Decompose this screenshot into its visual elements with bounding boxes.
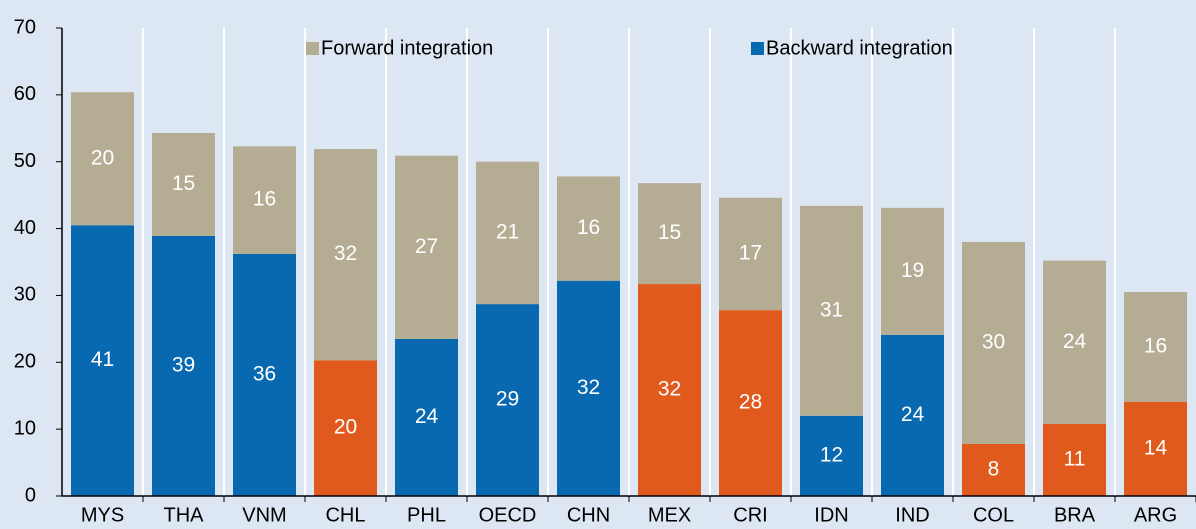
value-label: 39 <box>172 354 195 377</box>
y-tick-label: 50 <box>14 150 36 172</box>
bar-segment <box>557 280 620 496</box>
value-label: 12 <box>820 443 843 466</box>
legend-swatch <box>306 42 319 55</box>
value-label: 8 <box>988 457 1000 480</box>
bar-segment <box>233 253 296 496</box>
bar-segment <box>962 241 1025 444</box>
value-label: 19 <box>901 259 924 282</box>
x-tick-label: MYS <box>81 504 124 526</box>
value-label: 21 <box>496 220 519 243</box>
bar-segment <box>1043 260 1106 424</box>
x-tick-label: CRI <box>733 504 767 526</box>
bar-segment <box>557 176 620 281</box>
value-label: 36 <box>253 363 276 386</box>
x-tick-label: THA <box>164 504 205 526</box>
value-label: 30 <box>982 330 1005 353</box>
bar-segment <box>1124 292 1187 402</box>
bar-segment <box>881 334 944 496</box>
value-label: 16 <box>1144 334 1167 357</box>
value-label: 16 <box>577 216 600 239</box>
value-label: 24 <box>415 405 439 428</box>
bar-segment <box>476 304 539 496</box>
bar-segment <box>233 146 296 254</box>
legend-label: Forward integration <box>321 37 493 59</box>
bar-segment <box>152 235 215 496</box>
value-label: 31 <box>820 298 843 321</box>
value-label: 32 <box>658 378 681 401</box>
y-tick-label: 70 <box>14 16 36 38</box>
value-label: 11 <box>1064 447 1086 470</box>
value-label: 14 <box>1144 436 1168 459</box>
y-tick-label: 10 <box>14 417 36 439</box>
value-label: 24 <box>1063 330 1087 353</box>
y-tick-label: 30 <box>14 284 36 306</box>
bar-segment <box>71 225 134 496</box>
bar-segment <box>1124 401 1187 496</box>
bar-segment <box>152 132 215 236</box>
y-tick-label: 20 <box>14 351 36 373</box>
bar-segment <box>719 197 782 311</box>
value-label: 15 <box>658 221 681 244</box>
value-label: 28 <box>739 391 762 414</box>
value-label: 27 <box>415 235 438 258</box>
bar-segment <box>395 155 458 339</box>
bar-segment <box>638 183 701 285</box>
bar-segment <box>395 338 458 496</box>
value-label: 17 <box>739 242 762 265</box>
x-tick-label: IDN <box>814 504 848 526</box>
x-tick-label: MEX <box>648 504 691 526</box>
value-label: 32 <box>577 376 600 399</box>
x-tick-label: PHL <box>407 504 446 526</box>
bar-segment <box>881 207 944 335</box>
x-tick-label: CHL <box>325 504 365 526</box>
y-tick-label: 40 <box>14 217 36 239</box>
bar-segment <box>800 205 863 416</box>
value-label: 16 <box>253 188 276 211</box>
bar-segment <box>800 415 863 496</box>
x-tick-label: IND <box>895 504 929 526</box>
x-tick-label: VNM <box>242 504 286 526</box>
legend-label: Backward integration <box>766 37 953 59</box>
value-label: 20 <box>334 416 357 439</box>
y-tick-label: 60 <box>14 83 36 105</box>
value-label: 41 <box>91 348 114 371</box>
value-label: 32 <box>334 242 357 265</box>
bar-segment <box>476 161 539 305</box>
x-tick-label: ARG <box>1134 504 1177 526</box>
x-tick-label: CHN <box>567 504 610 526</box>
value-label: 24 <box>901 403 925 426</box>
bar-segment <box>962 443 1025 496</box>
x-tick-label: BRA <box>1054 504 1096 526</box>
value-label: 15 <box>172 172 195 195</box>
bar-segment <box>314 360 377 496</box>
y-tick-label: 0 <box>25 484 36 506</box>
bar-segment <box>71 92 134 226</box>
legend-swatch <box>751 42 764 55</box>
x-tick-label: OECD <box>479 504 537 526</box>
bar-segment <box>719 310 782 496</box>
bar-segment <box>314 149 377 361</box>
value-label: 29 <box>496 388 519 411</box>
bar-segment <box>638 284 701 496</box>
value-label: 20 <box>91 146 114 169</box>
x-tick-label: COL <box>973 504 1014 526</box>
bar-segment <box>1043 423 1106 496</box>
